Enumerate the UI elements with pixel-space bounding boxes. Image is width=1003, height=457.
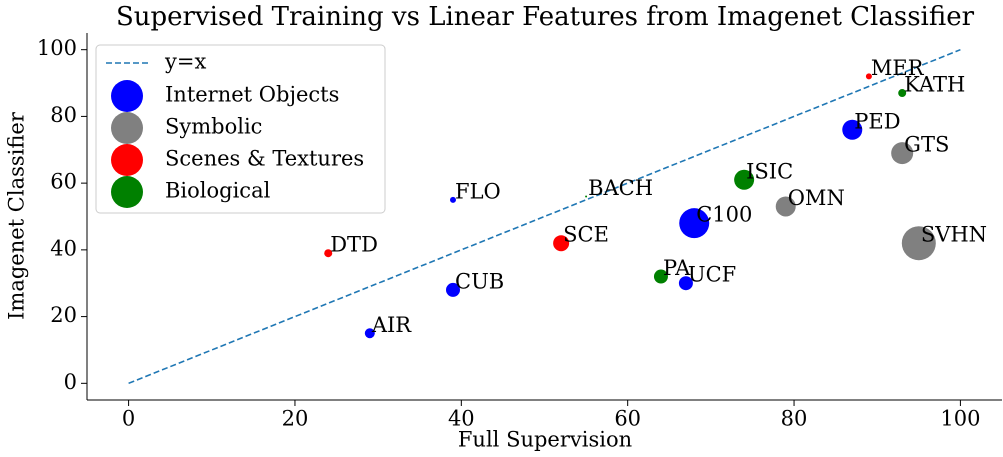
legend-label: Internet Objects bbox=[165, 83, 339, 107]
point bbox=[324, 249, 333, 258]
point-label: FLO bbox=[455, 179, 501, 203]
point-label: UCF bbox=[688, 263, 736, 287]
point bbox=[865, 73, 872, 80]
legend: y=x Internet Objects Symbolic Scenes & Text… bbox=[95, 44, 386, 214]
reference-line bbox=[128, 48, 961, 385]
x-tick-label: 40 bbox=[448, 407, 475, 431]
point-label: CUB bbox=[455, 269, 504, 293]
x-axis-label: Full Supervision bbox=[458, 428, 632, 452]
point-label: AIR bbox=[371, 313, 412, 337]
point-label: OMN bbox=[788, 186, 845, 210]
point bbox=[891, 142, 914, 165]
point-label: DTD bbox=[330, 233, 378, 257]
chart-title: Supervised Training vs Linear Features f… bbox=[116, 2, 975, 32]
y-tick-label: 40 bbox=[50, 236, 77, 260]
point-label: PED bbox=[854, 109, 900, 133]
point-label: SVHN bbox=[921, 223, 987, 247]
legend-label: Symbolic bbox=[165, 115, 262, 139]
legend-label: Biological bbox=[165, 179, 271, 203]
point bbox=[898, 89, 907, 98]
point-label: ISIC bbox=[746, 159, 793, 183]
point bbox=[775, 196, 796, 217]
x-tick-label: 20 bbox=[282, 407, 309, 431]
point bbox=[446, 282, 460, 297]
point bbox=[653, 269, 668, 284]
point-label: MER bbox=[871, 56, 925, 80]
point bbox=[679, 208, 710, 239]
legend-marker bbox=[111, 112, 143, 144]
y-tick-label: 20 bbox=[50, 303, 77, 327]
point bbox=[901, 226, 936, 261]
point-label: BACH bbox=[588, 176, 653, 200]
point bbox=[678, 276, 693, 291]
point-label: GTS bbox=[904, 133, 949, 157]
x-tick-label: 60 bbox=[614, 407, 641, 431]
legend-marker bbox=[111, 80, 143, 112]
point-label: PA bbox=[663, 256, 691, 280]
y-tick-label: 0 bbox=[64, 370, 77, 394]
y-axis-label: Imagenet Classifier bbox=[5, 111, 29, 320]
y-tick-label: 80 bbox=[50, 103, 77, 127]
point bbox=[364, 328, 375, 339]
legend-box bbox=[95, 44, 386, 214]
x-tick-label: 0 bbox=[122, 407, 135, 431]
point-label: KATH bbox=[904, 73, 965, 97]
point-label: SCE bbox=[563, 223, 609, 247]
x-tick-label: 100 bbox=[940, 407, 980, 431]
x-tick-label: 80 bbox=[781, 407, 808, 431]
y-tick-label: 60 bbox=[50, 170, 77, 194]
point bbox=[553, 235, 570, 252]
y-tick-label: 100 bbox=[37, 36, 77, 60]
point bbox=[842, 119, 863, 140]
legend-marker bbox=[111, 144, 143, 176]
legend-label: y=x bbox=[164, 50, 206, 74]
legend-label: Scenes & Textures bbox=[165, 147, 364, 171]
point bbox=[450, 196, 456, 203]
point bbox=[585, 195, 588, 198]
point-label: C100 bbox=[696, 203, 752, 227]
legend-marker bbox=[111, 176, 143, 208]
point bbox=[734, 169, 755, 190]
